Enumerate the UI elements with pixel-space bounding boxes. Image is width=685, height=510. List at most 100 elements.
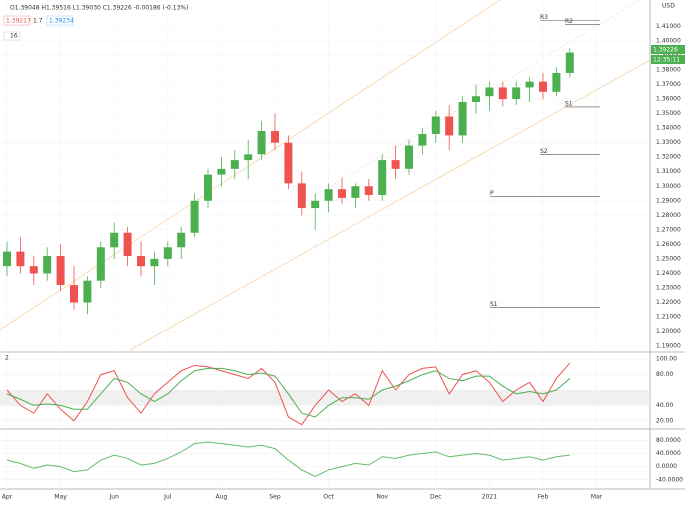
study-toggle[interactable] [3, 31, 21, 41]
study-count: 16 [10, 33, 18, 40]
y-tick-label: 1.29000 [656, 197, 681, 204]
pivot-label: R2 [565, 18, 573, 25]
price-tag: 1.39226 [653, 47, 678, 54]
candle-body [284, 142, 293, 184]
candle-body [418, 133, 427, 146]
candle-body [297, 183, 306, 209]
candle-body [230, 160, 239, 169]
y-tick-label: 1.30000 [656, 183, 681, 190]
x-tick-label: Feb [538, 494, 549, 501]
indicator-line [6, 362, 571, 426]
y-tick-label: 80.0000 [656, 437, 681, 444]
y-tick-label: 1.32000 [656, 154, 681, 161]
candle-body [431, 116, 440, 134]
candle-body [3, 251, 11, 267]
x-tick-label: Apr [2, 494, 13, 501]
y-tick-label: 1.23000 [656, 284, 681, 291]
candle-body [364, 186, 373, 195]
candle-body [565, 52, 574, 73]
indicator-value: 1.7 [33, 18, 43, 25]
channel-line [0, 0, 501, 331]
x-tick-label: Dec [430, 494, 442, 501]
y-tick-label: 0.0000 [656, 463, 677, 470]
y-tick-label: 1.25000 [656, 255, 681, 262]
y-tick-label: 40.00 [656, 402, 673, 409]
y-tick-label: 1.40000 [656, 37, 681, 44]
y-tick-label: 1.24000 [656, 270, 681, 277]
pivot-label: R3 [540, 14, 548, 21]
candle-body [244, 154, 253, 161]
candle-body [405, 145, 413, 169]
candle-body [257, 131, 266, 155]
x-tick-label: 2021 [482, 494, 497, 501]
indicator-value: 1.39234 [49, 18, 74, 25]
candle-body [485, 87, 494, 97]
y-tick-label: 1.22000 [656, 299, 681, 306]
y-tick-label: 40.0000 [656, 450, 681, 457]
candle-body [96, 247, 105, 281]
indicator-line [6, 367, 571, 418]
indicator-line [6, 441, 570, 478]
y-tick-label: 1.27000 [656, 226, 681, 233]
channel-line [129, 59, 651, 351]
y-tick-label: 1.26000 [656, 241, 681, 248]
y-tick-label: 1.20000 [656, 328, 681, 335]
neutral-band [0, 389, 650, 406]
currency: USD [662, 3, 675, 10]
candle-body [324, 189, 333, 201]
candle-body [351, 186, 360, 198]
panel-label: 2 [5, 355, 9, 362]
y-tick-label: 1.19000 [656, 343, 681, 350]
candle-body [525, 81, 534, 88]
candle-body [217, 168, 226, 175]
candle-body [123, 232, 132, 256]
candle-body [70, 285, 78, 303]
candle-body [539, 81, 547, 92]
x-tick-label: Oct [323, 494, 334, 501]
candle-body [445, 116, 454, 136]
x-tick-label: Aug [216, 494, 228, 501]
y-tick-label: 1.41000 [656, 23, 681, 30]
pivot-label: S2 [540, 148, 548, 155]
pivot-label: P [490, 190, 494, 197]
candle-body [498, 87, 507, 100]
y-tick-label: 1.33000 [656, 139, 681, 146]
y-tick-label: 1.38000 [656, 67, 681, 74]
candle-body [311, 200, 320, 209]
candle-body [391, 160, 400, 169]
candle-body [338, 189, 346, 198]
y-tick-label: 1.31000 [656, 168, 681, 175]
candle-body [204, 174, 212, 201]
y-tick-label: 20.00 [656, 417, 673, 424]
x-tick-label: May [54, 494, 67, 501]
candle-body [110, 232, 119, 248]
candle-body [512, 87, 521, 100]
pivot-label: S1 [565, 100, 573, 107]
pivot-label: S1 [490, 301, 498, 308]
x-tick-label: Sep [269, 494, 281, 501]
y-tick-label: 80.00 [656, 371, 673, 378]
candle-body [56, 255, 65, 286]
candle-body [378, 160, 387, 195]
candle-body [552, 72, 561, 92]
candle-body [458, 101, 467, 136]
y-tick-label: 1.36000 [656, 96, 681, 103]
y-tick-label: 1.28000 [656, 212, 681, 219]
x-tick-label: Jun [109, 494, 120, 501]
candle-body [472, 96, 480, 102]
candle-body [83, 280, 92, 303]
candle-body [177, 232, 186, 248]
ohlc-header: O1.39048 H1.39516 L1.39030 C1.39226 -0.0… [10, 5, 188, 12]
y-tick-label: 1.35000 [656, 110, 681, 117]
candle-body [190, 200, 199, 233]
candle-body [43, 255, 52, 274]
y-tick-label: 1.37000 [656, 81, 681, 88]
indicator-value: 1.39217 [6, 18, 31, 25]
candle-body [29, 266, 38, 274]
x-tick-label: Jul [163, 494, 172, 501]
x-tick-label: Mar [591, 494, 603, 501]
candle-body [137, 255, 145, 267]
y-tick-label: 1.21000 [656, 314, 681, 321]
x-tick-label: Nov [376, 494, 388, 501]
